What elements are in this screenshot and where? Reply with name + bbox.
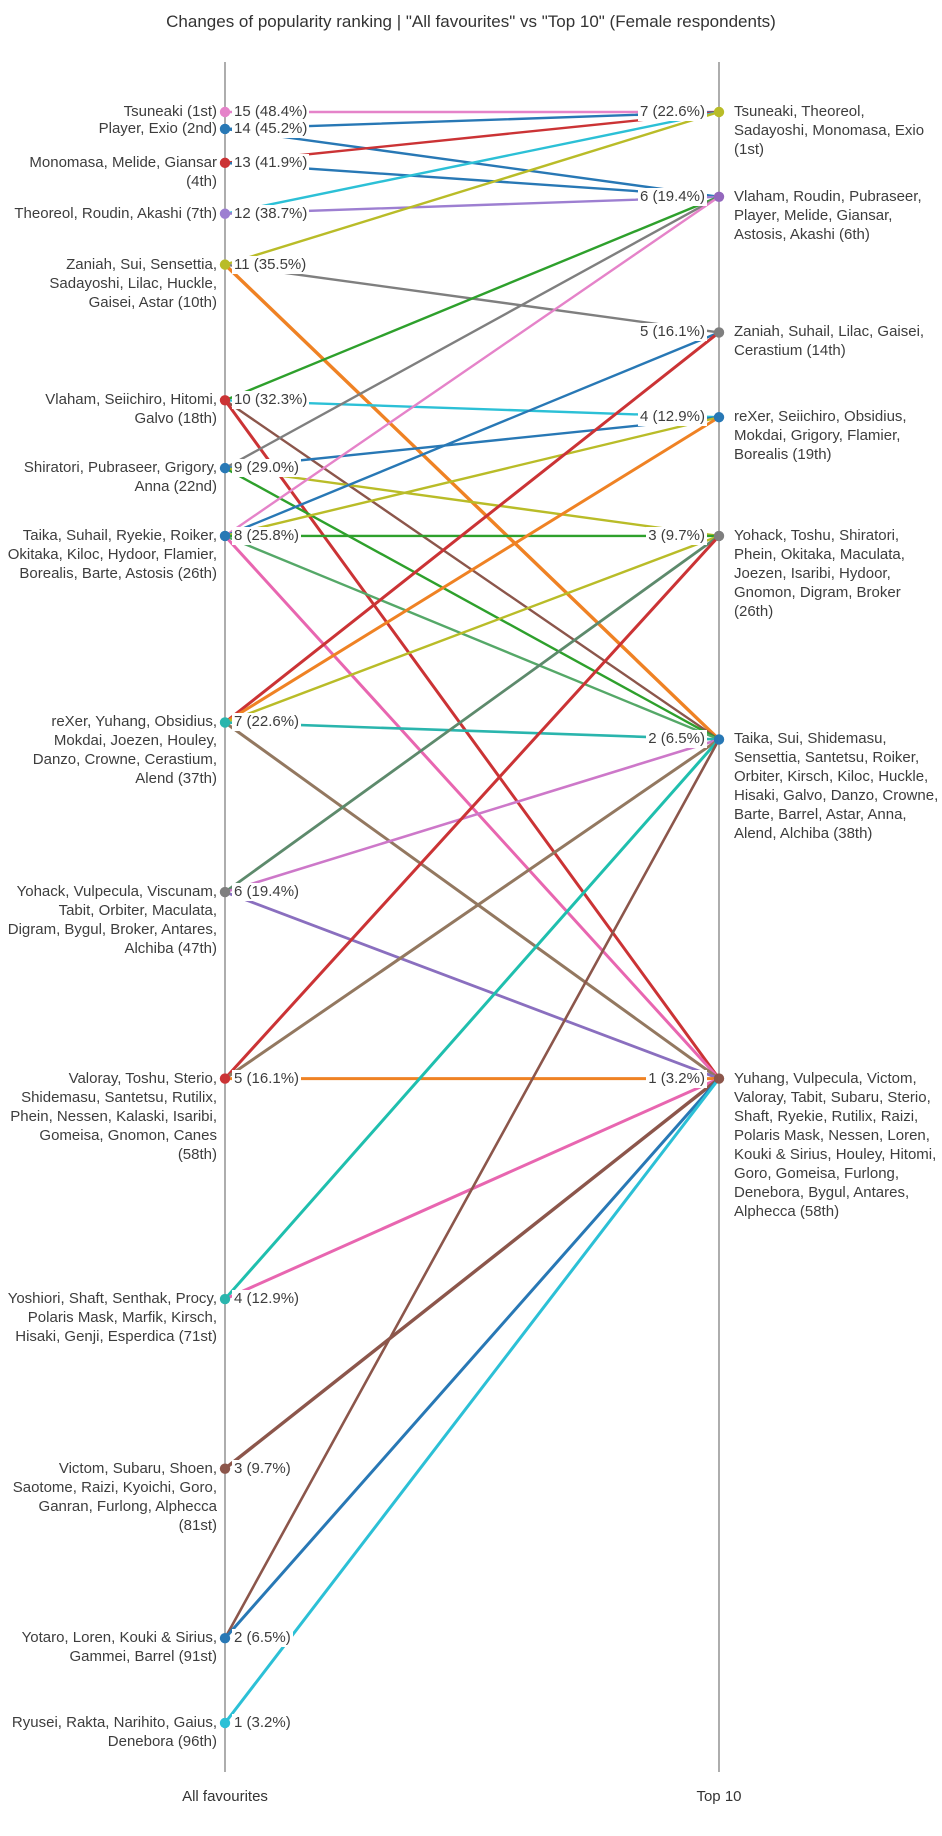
left-node-dot-2 bbox=[219, 123, 231, 135]
link-10-to-1 bbox=[223, 110, 721, 266]
left-node-names-58: Valoray, Toshu, Sterio, Shidemasu, Sante… bbox=[10, 1070, 217, 1163]
right-node-dot-1 bbox=[713, 106, 725, 118]
link-96-to-58 bbox=[223, 1077, 721, 1725]
right-node-value-58: 1 (3.2%) bbox=[646, 1070, 707, 1088]
left-node-names-22: Shiratori, Pubraseer, Grigory, Anna (22n… bbox=[23, 459, 217, 495]
left-node-dot-71 bbox=[219, 1293, 231, 1305]
left-node-names-4: Monomasa, Melide, Giansar (4th) bbox=[29, 154, 217, 190]
link-91-to-38 bbox=[223, 738, 721, 1640]
left-node-names-37: reXer, Yuhang, Obsidius, Mokdai, Joezen,… bbox=[32, 713, 217, 787]
left-node-names-81: Victom, Subaru, Shoen, Saotome, Raizi, K… bbox=[12, 1460, 217, 1534]
right-node-value-6: 6 (19.4%) bbox=[637, 188, 707, 206]
axis-label-all-favourites: All favourites bbox=[182, 1788, 268, 1805]
link-37-to-26 bbox=[223, 534, 721, 724]
link-37-to-19 bbox=[223, 415, 721, 724]
right-node-names-1: Tsuneaki, Theoreol, Sadayoshi, Monomasa,… bbox=[734, 103, 925, 158]
left-node-names-71: Yoshiori, Shaft, Senthak, Procy, Polaris… bbox=[7, 1290, 217, 1345]
left-node-dot-91 bbox=[219, 1633, 231, 1644]
link-22-to-38 bbox=[223, 466, 721, 741]
left-node-value-47: 6 (19.4%) bbox=[232, 883, 302, 901]
right-node-dot-26 bbox=[713, 530, 725, 542]
right-node-names-38: Taika, Sui, Shidemasu, Sensettia, Santet… bbox=[734, 730, 939, 842]
link-47-to-58 bbox=[223, 890, 721, 1081]
left-node-names-96: Ryusei, Rakta, Narihito, Gaius, Denebora… bbox=[11, 1714, 217, 1750]
link-37-to-14 bbox=[223, 330, 721, 724]
right-node-dot-6 bbox=[713, 191, 725, 202]
left-node-names-7: Theoreol, Roudin, Akashi (7th) bbox=[14, 205, 217, 222]
right-node-value-14: 5 (16.1%) bbox=[637, 323, 707, 341]
left-node-dot-81 bbox=[219, 1463, 231, 1474]
right-node-value-1: 7 (22.6%) bbox=[637, 103, 707, 121]
right-node-value-38: 2 (6.5%) bbox=[646, 730, 707, 748]
left-node-dot-26 bbox=[219, 530, 231, 542]
left-node-dot-22 bbox=[219, 462, 231, 474]
link-37-to-38 bbox=[223, 721, 721, 741]
link-26-to-14 bbox=[223, 331, 721, 538]
link-7-to-1 bbox=[223, 110, 721, 215]
link-91-to-58 bbox=[223, 1077, 721, 1640]
link-22-to-6 bbox=[223, 195, 721, 470]
left-node-value-81: 3 (9.7%) bbox=[232, 1460, 293, 1478]
right-node-dot-38 bbox=[713, 734, 725, 745]
left-node-names-18: Vlaham, Seiichiro, Hitomi, Galvo (18th) bbox=[45, 391, 217, 427]
left-node-dot-7 bbox=[219, 208, 231, 219]
left-node-value-58: 5 (16.1%) bbox=[232, 1070, 302, 1088]
link-26-to-38 bbox=[223, 534, 721, 741]
left-node-dot-18 bbox=[219, 395, 231, 406]
right-node-value-19: 4 (12.9%) bbox=[637, 408, 707, 426]
left-node-dot-1 bbox=[219, 106, 231, 118]
link-58-to-38 bbox=[223, 737, 721, 1081]
left-node-dot-10 bbox=[219, 259, 231, 270]
left-node-value-71: 4 (12.9%) bbox=[232, 1290, 302, 1308]
left-node-names-10: Zaniah, Sui, Sensettia, Sadayoshi, Lilac… bbox=[49, 256, 217, 311]
link-58-to-26 bbox=[223, 534, 721, 1081]
link-47-to-38 bbox=[223, 738, 721, 894]
right-node-dot-19 bbox=[713, 412, 725, 423]
left-node-value-37: 7 (22.6%) bbox=[232, 713, 302, 731]
left-node-names-2: Player, Exio (2nd) bbox=[98, 120, 217, 137]
right-node-names-14: Zaniah, Suhail, Lilac, Gaisei, Cerastium… bbox=[734, 323, 925, 359]
right-node-names-19: reXer, Seiichiro, Obsidius, Mokdai, Grig… bbox=[734, 408, 907, 463]
left-node-names-91: Yotaro, Loren, Kouki & Sirius, Gammei, B… bbox=[21, 1629, 217, 1665]
right-node-names-6: Vlaham, Roudin, Pubraseer, Player, Melid… bbox=[734, 188, 922, 243]
right-node-names-58: Yuhang, Vulpecula, Victom, Valoray, Tabi… bbox=[734, 1070, 937, 1220]
axis-label-top-10: Top 10 bbox=[696, 1788, 742, 1805]
chart-title: Changes of popularity ranking | "All fav… bbox=[166, 12, 776, 31]
left-node-dot-96 bbox=[219, 1717, 231, 1729]
left-node-value-91: 2 (6.5%) bbox=[232, 1629, 293, 1647]
left-node-value-18: 10 (32.3%) bbox=[232, 391, 310, 409]
left-node-names-1: Tsuneaki (1st) bbox=[123, 103, 217, 120]
link-71-to-38 bbox=[223, 737, 721, 1301]
left-node-dot-4 bbox=[219, 157, 231, 169]
left-node-value-7: 12 (38.7%) bbox=[232, 205, 310, 223]
link-26-to-19 bbox=[223, 416, 721, 538]
left-node-value-96: 1 (3.2%) bbox=[232, 1714, 293, 1732]
left-node-dot-47 bbox=[219, 886, 231, 898]
left-node-value-26: 8 (25.8%) bbox=[232, 527, 302, 545]
link-37-to-58 bbox=[223, 720, 721, 1081]
left-node-value-4: 13 (41.9%) bbox=[232, 154, 310, 172]
left-node-names-26: Taika, Suhail, Ryekie, Roiker, Okitaka, … bbox=[7, 527, 217, 582]
right-node-value-26: 3 (9.7%) bbox=[646, 527, 707, 545]
link-26-to-6 bbox=[223, 195, 721, 538]
right-node-dot-58 bbox=[713, 1073, 725, 1084]
right-node-dot-14 bbox=[713, 327, 725, 338]
right-node-names-26: Yohack, Toshu, Shiratori, Phein, Okitaka… bbox=[734, 527, 905, 620]
left-node-dot-37 bbox=[219, 717, 231, 728]
left-node-value-22: 9 (29.0%) bbox=[232, 459, 302, 477]
link-81-to-58 bbox=[223, 1076, 721, 1471]
link-22-to-19 bbox=[223, 416, 721, 470]
link-47-to-26 bbox=[223, 534, 721, 894]
link-18-to-6 bbox=[223, 195, 721, 402]
left-node-value-2: 14 (45.2%) bbox=[232, 120, 310, 138]
left-node-value-10: 11 (35.5%) bbox=[232, 256, 309, 274]
left-node-dot-58 bbox=[219, 1073, 231, 1084]
left-node-value-1: 15 (48.4%) bbox=[232, 103, 310, 121]
left-node-names-47: Yohack, Vulpecula, Viscunam, Tabit, Orbi… bbox=[7, 883, 217, 957]
